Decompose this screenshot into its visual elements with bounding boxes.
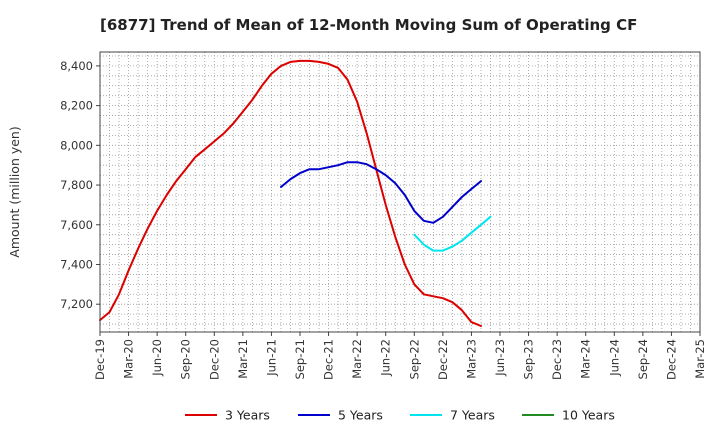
plot-border [99, 51, 701, 333]
legend-label-5-years: 5 Years [338, 408, 383, 423]
y-tick-label: 7,600 [60, 218, 93, 232]
x-tick-label: Sep-24 [636, 339, 650, 379]
x-tick-label: Jun-22 [379, 339, 393, 377]
x-tick-label: Mar-23 [464, 339, 478, 379]
legend-label-7-years: 7 Years [450, 408, 495, 423]
y-tick-label: 8,000 [60, 138, 93, 152]
x-tick-label: Mar-22 [350, 339, 364, 379]
x-tick-label: Jun-24 [607, 339, 621, 377]
x-tick-label: Mar-21 [236, 339, 250, 379]
series-line-5-years [280, 161, 482, 224]
x-tick-label: Dec-21 [322, 339, 336, 380]
x-tick-label: Sep-22 [407, 339, 421, 379]
legend-label-10-years: 10 Years [562, 408, 615, 423]
x-tick-label: Dec-24 [664, 339, 678, 380]
series-line-3-years [99, 59, 482, 327]
series-layer [99, 59, 492, 327]
x-tick-label: Dec-20 [207, 339, 221, 380]
y-tick-label: 7,200 [60, 297, 93, 311]
series-line-7-years [413, 215, 492, 252]
chart-title: [6877] Trend of Mean of 12-Month Moving … [100, 16, 637, 34]
y-tick-label: 7,400 [60, 257, 93, 271]
y-tick-label: 8,400 [60, 59, 93, 73]
x-tick-label: Sep-20 [179, 339, 193, 379]
x-tick-label: Dec-22 [436, 339, 450, 380]
legend: 3 Years 5 Years 7 Years 10 Years [185, 408, 615, 423]
y-tick-label: 8,200 [60, 99, 93, 113]
x-axis-ticks: Dec-19 Mar-20 Jun-20 Sep-20 Dec-20 Mar-21 Jun-… [93, 332, 707, 380]
y-axis-label: Amount (million yen) [7, 126, 22, 257]
x-tick-label: Mar-25 [693, 339, 707, 379]
x-tick-label: Sep-21 [293, 339, 307, 379]
x-tick-label: Jun-21 [264, 339, 278, 377]
x-tick-label: Mar-20 [122, 339, 136, 379]
legend-label-3-years: 3 Years [225, 408, 270, 423]
x-tick-label: Sep-23 [522, 339, 536, 379]
x-tick-label: Jun-20 [150, 339, 164, 377]
grid [99, 52, 701, 332]
x-tick-label: Jun-23 [493, 339, 507, 377]
x-tick-label: Dec-19 [93, 339, 107, 380]
x-tick-label: Mar-24 [579, 339, 593, 379]
y-axis-ticks: 7,200 7,400 7,600 7,800 8,000 8,200 8,400 [60, 59, 100, 311]
x-tick-label: Dec-23 [550, 339, 564, 380]
plot-area [100, 52, 700, 332]
y-tick-label: 7,800 [60, 178, 93, 192]
